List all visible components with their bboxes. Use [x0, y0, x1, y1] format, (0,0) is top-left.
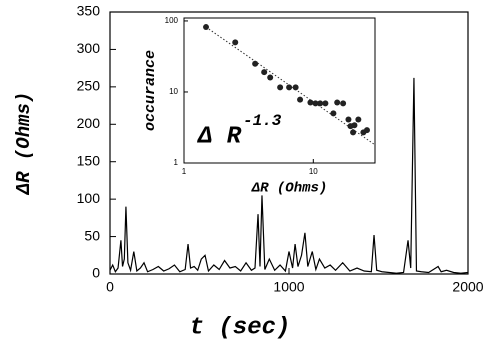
data-point [267, 74, 274, 81]
y-tick-label: 0 [92, 265, 100, 281]
y-tick-label: 100 [165, 16, 179, 25]
data-point [363, 127, 370, 134]
x-tick-label: 0 [106, 279, 114, 295]
x-tick-label: 1 [182, 167, 187, 176]
y-tick-label: 10 [169, 87, 178, 96]
annotation: Δ R [196, 123, 242, 150]
y-tick-label: 50 [84, 227, 100, 243]
y-tick-label: 250 [77, 78, 101, 94]
y-axis-label: ΔR (Ohms) [13, 92, 35, 196]
data-point [350, 129, 357, 136]
y-tick-label: 300 [77, 40, 101, 56]
x-tick-label: 1000 [273, 279, 304, 295]
data-point [334, 99, 341, 106]
data-point [317, 100, 324, 107]
data-point [232, 39, 239, 46]
data-point [355, 116, 362, 123]
data-point [286, 84, 293, 91]
data-point [297, 96, 304, 103]
data-point [277, 84, 284, 91]
data-point [203, 24, 210, 31]
y-tick-label: 150 [77, 152, 101, 168]
plot-frame [183, 17, 376, 164]
y-tick-label: 1 [174, 158, 179, 167]
data-point [312, 100, 319, 107]
y-axis-label: occurance [142, 50, 159, 131]
x-axis-label: ΔR (Ohms) [251, 181, 328, 197]
data-point [292, 84, 299, 91]
y-tick-label: 100 [77, 190, 101, 206]
y-tick-label: 350 [77, 3, 101, 19]
data-point [351, 122, 358, 129]
data-point [307, 99, 314, 106]
data-point [345, 116, 352, 123]
data-point [261, 69, 268, 76]
data-point [330, 110, 337, 117]
annotation-exponent: -1.3 [243, 112, 282, 130]
x-tick-label: 2000 [452, 279, 483, 295]
y-tick-label: 200 [77, 115, 101, 131]
x-tick-label: 10 [309, 167, 318, 176]
data-point [340, 100, 347, 107]
x-axis-label: t (sec) [190, 314, 291, 341]
data-point [322, 100, 329, 107]
data-point [252, 60, 259, 67]
data-line [109, 77, 469, 274]
